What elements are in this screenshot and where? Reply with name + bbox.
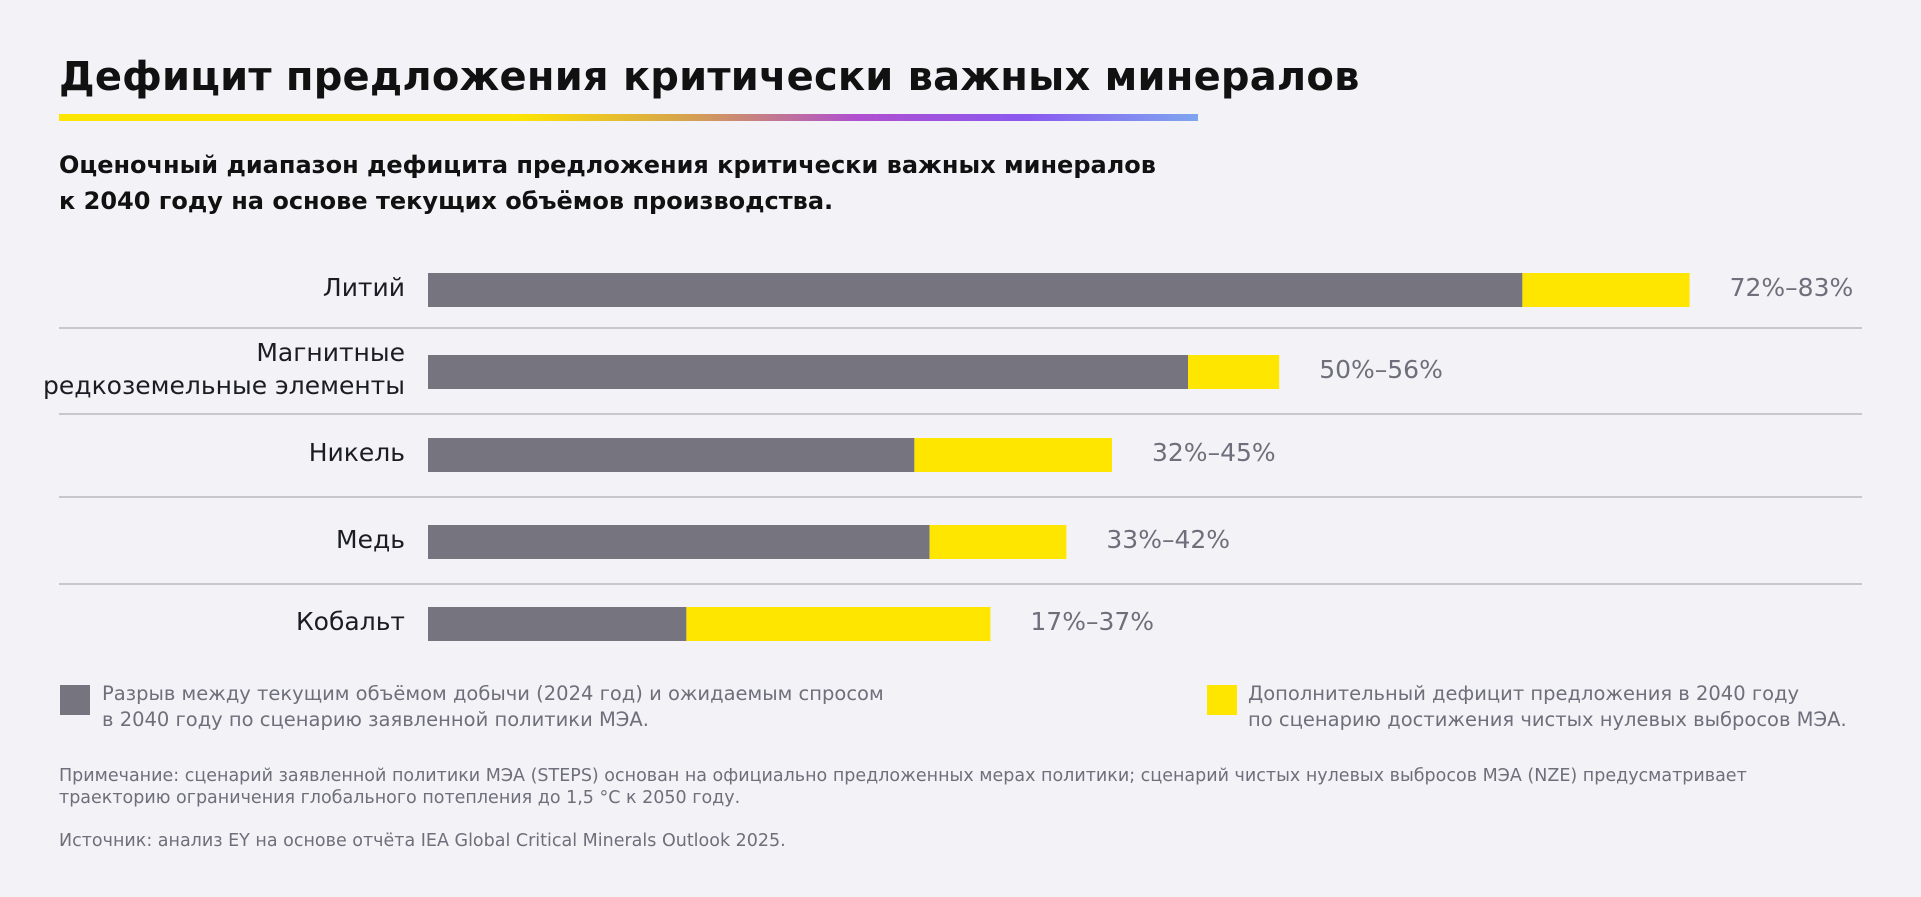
bar-gap <box>428 525 930 559</box>
category-label: Кобальт <box>295 606 405 636</box>
chart-subtitle: Оценочный диапазон дефицита предложения … <box>59 151 1156 215</box>
bar-gap <box>428 438 915 472</box>
title-underline <box>59 114 1198 121</box>
bar-extra <box>914 438 1112 472</box>
category-label: Никель <box>308 437 405 467</box>
range-label: 32%–45% <box>1152 438 1276 467</box>
note-text: Примечание: сценарий заявленной политики… <box>59 766 1747 808</box>
range-label: 33%–42% <box>1106 525 1231 554</box>
category-label: Магнитные редкоземельные элементы <box>43 338 405 400</box>
range-label: 17%–37% <box>1030 607 1155 636</box>
category-label: Литий <box>322 272 405 302</box>
range-label: 72%–83% <box>1729 273 1854 302</box>
category-label: Медь <box>336 524 405 554</box>
bar-gap <box>428 607 687 641</box>
bar-extra <box>1522 273 1690 307</box>
bar-gap <box>428 273 1523 307</box>
bar-gap <box>428 355 1188 389</box>
range-label: 50%–56% <box>1319 355 1443 384</box>
bar-extra <box>1188 355 1280 389</box>
bar-extra <box>929 525 1067 559</box>
bar-chart <box>59 273 1862 641</box>
legend-label-gap: Разрыв между текущим объёмом добычи (202… <box>102 682 884 731</box>
legend-swatch-extra <box>1207 685 1237 715</box>
source-text: Источник: анализ EY на основе отчёта IEA… <box>59 831 786 851</box>
chart-title: Дефицит предложения критически важных ми… <box>59 54 1360 100</box>
legend-swatch-gap <box>60 685 90 715</box>
legend-label-extra: Дополнительный дефицит предложения в 204… <box>1248 682 1847 731</box>
bar-extra <box>686 607 991 641</box>
